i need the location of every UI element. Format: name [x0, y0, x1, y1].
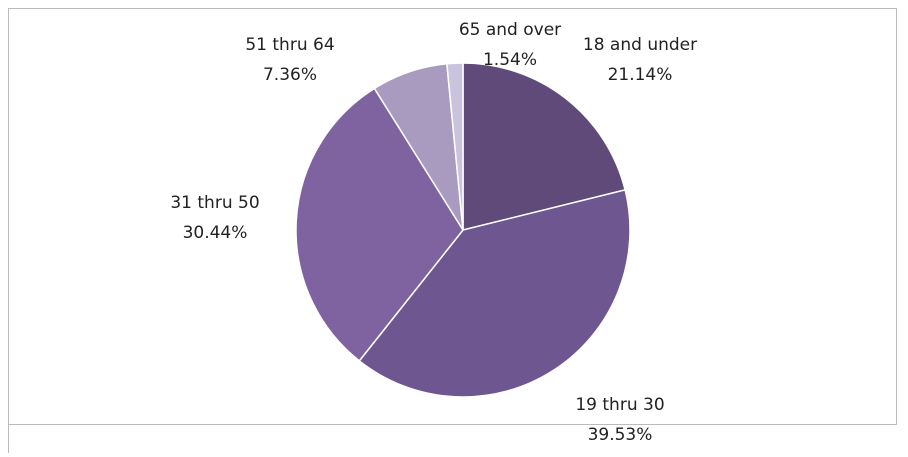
slice-label: 65 and over: [459, 20, 561, 40]
slice-value-label: 30.44%: [183, 223, 248, 243]
slice-value-label: 39.53%: [588, 425, 653, 445]
pie-slice: [446, 62, 464, 231]
slice-label: 31 thru 50: [170, 193, 259, 213]
chart-frame: [8, 8, 897, 425]
slice-value-label: 1.54%: [483, 50, 537, 70]
pie-slice: [462, 62, 627, 231]
slice-value-label: 7.36%: [263, 65, 317, 85]
slice-value-label: 21.14%: [608, 65, 673, 85]
pie-slice: [358, 188, 631, 398]
pie-slice: [295, 87, 464, 362]
slice-label: 19 thru 30: [575, 395, 664, 415]
slice-label: 51 thru 64: [245, 35, 334, 55]
slice-label: 18 and under: [583, 35, 697, 55]
